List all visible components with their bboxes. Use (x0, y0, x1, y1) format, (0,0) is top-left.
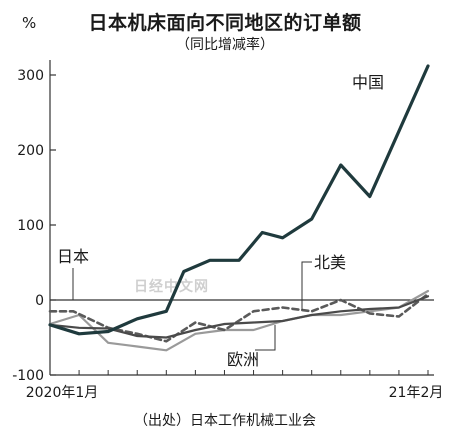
x-tick-label: 21年2月 (389, 385, 444, 401)
label-leader-north_america (301, 261, 312, 310)
label-leader-europe (255, 325, 276, 351)
y-tick-label: 100 (17, 218, 44, 234)
series-label-china: 中国 (352, 73, 384, 92)
chart-title: 日本机床面向不同地区的订单额 (88, 12, 362, 34)
series-label-europe: 欧洲 (227, 350, 259, 369)
chart-subtitle: （同比增减率） (176, 37, 274, 53)
x-tick-label: 2020年1月 (26, 385, 99, 401)
series-line-north_america (48, 292, 430, 343)
series-line-china (48, 64, 430, 336)
watermark-logo: 日经中文网 (134, 279, 209, 295)
series-label-north_america: 北美 (314, 253, 346, 272)
y-tick-label: 200 (17, 143, 44, 159)
series-label-japan: 日本 (57, 247, 89, 266)
y-tick-label: -100 (12, 368, 44, 384)
y-axis-unit: % (22, 14, 37, 32)
y-tick-label: 0 (35, 293, 44, 309)
y-tick-label: 300 (17, 68, 44, 84)
series-line-europe (48, 289, 430, 352)
source-note: （出处）日本工作机械工业会 (134, 413, 316, 429)
